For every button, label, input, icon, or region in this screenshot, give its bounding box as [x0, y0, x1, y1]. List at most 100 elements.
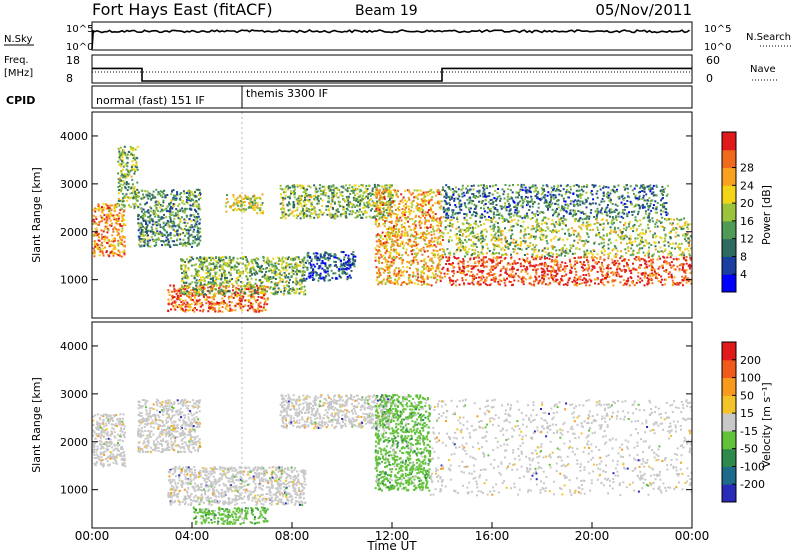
data-cell — [148, 215, 151, 218]
data-cell — [381, 244, 384, 247]
data-cell — [98, 207, 100, 209]
data-cell — [284, 288, 287, 290]
data-cell — [579, 278, 582, 281]
data-cell — [430, 284, 433, 287]
data-cell — [285, 274, 288, 277]
data-cell — [306, 195, 308, 198]
data-cell — [237, 284, 240, 287]
data-cell — [302, 277, 305, 280]
data-cell — [421, 253, 424, 256]
data-cell — [321, 256, 324, 259]
data-cell — [250, 206, 253, 209]
data-cell — [470, 267, 473, 270]
data-cell — [298, 258, 301, 261]
data-cell — [437, 227, 440, 230]
data-cell — [188, 296, 191, 299]
data-cell — [199, 302, 202, 305]
data-cell — [295, 256, 298, 259]
data-cell — [438, 200, 441, 203]
data-cell — [376, 204, 379, 207]
data-cell — [264, 261, 267, 264]
data-cell — [439, 219, 442, 222]
data-cell — [337, 257, 340, 260]
data-cell — [383, 241, 386, 244]
data-cell — [125, 181, 128, 183]
data-cell — [188, 192, 191, 195]
data-cell — [140, 245, 143, 248]
data-cell — [154, 215, 157, 218]
data-cell — [660, 281, 662, 284]
data-cell — [117, 219, 120, 222]
data-cell — [109, 243, 112, 246]
data-cell — [267, 280, 270, 283]
data-cell — [417, 203, 420, 206]
data-cell — [208, 296, 211, 299]
data-cell — [183, 292, 186, 295]
data-cell — [291, 290, 294, 293]
data-cell — [428, 190, 431, 192]
data-cell — [230, 309, 233, 312]
data-cell — [147, 230, 150, 233]
data-cell — [420, 200, 423, 203]
data-cell — [239, 257, 242, 260]
data-cell — [332, 185, 335, 188]
data-cell — [342, 263, 345, 266]
data-cell — [149, 210, 152, 213]
data-cell — [251, 302, 254, 305]
data-cell — [123, 195, 126, 198]
data-cell — [627, 267, 630, 270]
data-cell — [428, 242, 431, 245]
data-cell — [574, 260, 577, 263]
data-cell — [346, 267, 348, 269]
data-cell — [296, 200, 299, 203]
data-cell — [192, 203, 195, 206]
data-cell — [181, 207, 184, 210]
data-cell — [310, 258, 313, 261]
data-cell — [277, 263, 280, 266]
data-cell — [389, 198, 391, 200]
data-cell — [137, 218, 140, 221]
data-cell — [313, 197, 316, 200]
data-cell — [354, 205, 356, 208]
data-cell — [163, 234, 166, 237]
data-cell — [345, 273, 347, 275]
data-cell — [419, 210, 421, 213]
data-cell — [345, 216, 348, 219]
data-cell — [586, 256, 589, 259]
data-cell — [401, 260, 404, 263]
data-cell — [257, 287, 259, 290]
data-cell — [414, 275, 417, 278]
freq-label: Freq. — [4, 55, 29, 66]
data-cell — [164, 194, 167, 197]
data-cell — [666, 256, 669, 259]
data-cell — [257, 196, 260, 199]
data-cell — [222, 271, 225, 274]
data-cell — [625, 280, 628, 283]
data-cell — [228, 310, 231, 312]
data-cell — [451, 264, 454, 267]
data-cell — [564, 262, 567, 265]
data-cell — [196, 292, 199, 295]
data-cell — [218, 284, 221, 287]
data-cell — [274, 283, 277, 286]
data-cell — [411, 203, 414, 206]
data-cell — [247, 283, 250, 286]
data-cell — [316, 252, 319, 255]
nsky-tick-bottom: 10^0 — [66, 42, 93, 53]
data-cell — [199, 281, 202, 284]
data-cell — [194, 294, 197, 297]
data-cell — [529, 264, 532, 267]
data-cell — [391, 211, 394, 214]
cpid-label: CPID — [6, 94, 35, 107]
data-cell — [481, 264, 484, 267]
data-cell — [340, 263, 343, 266]
data-cell — [391, 210, 394, 213]
data-cell — [176, 209, 179, 212]
data-cell — [209, 272, 212, 275]
data-cell — [215, 263, 218, 266]
data-cell — [603, 284, 606, 287]
data-cell — [249, 286, 252, 289]
data-cell — [328, 257, 331, 260]
data-cell — [378, 208, 381, 211]
data-cell — [425, 266, 427, 269]
